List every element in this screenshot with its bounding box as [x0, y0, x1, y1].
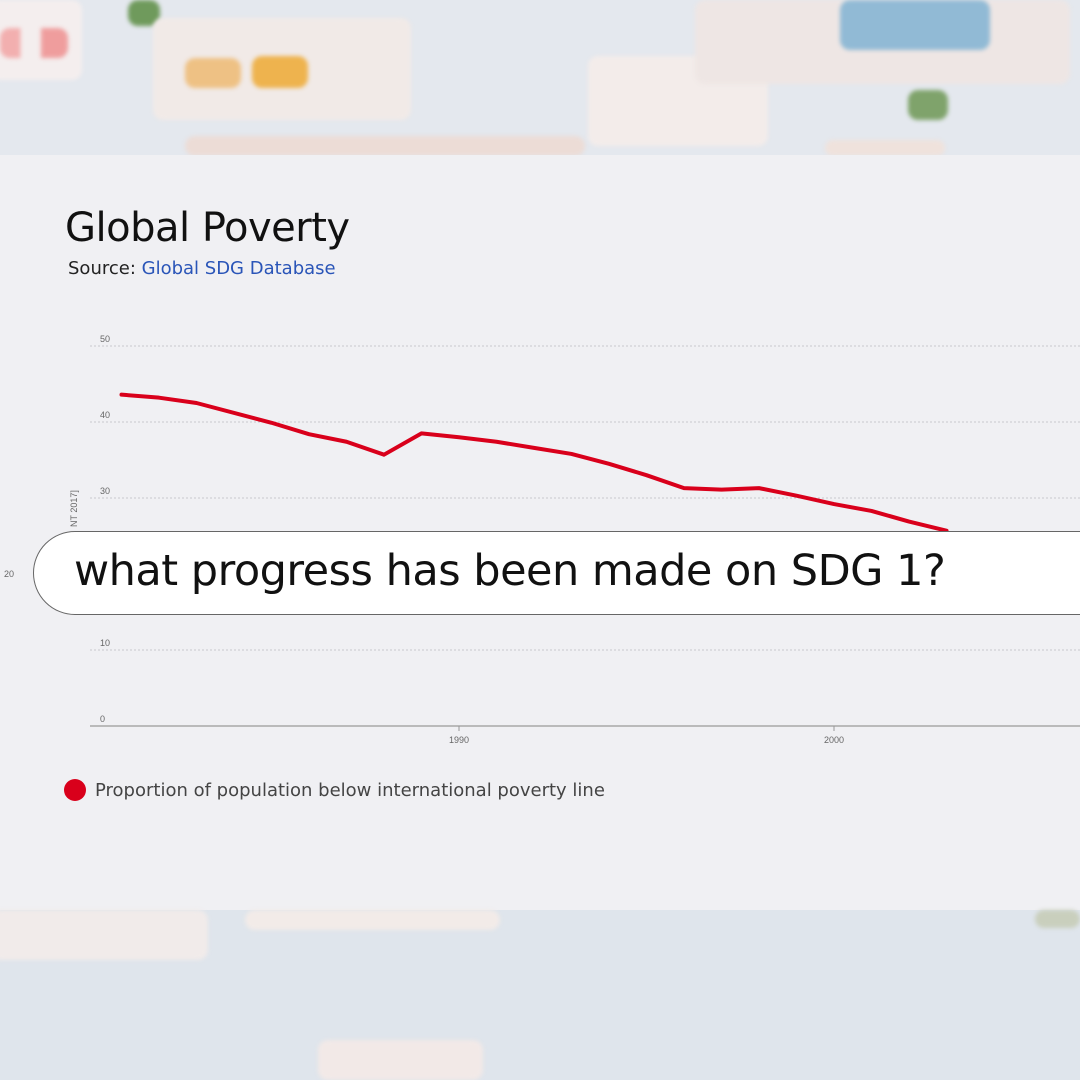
- background-card: [185, 58, 241, 88]
- y-tick-label: 0: [100, 714, 105, 724]
- y-tick-label: 10: [100, 638, 110, 648]
- y-tick-label: 50: [100, 334, 110, 344]
- search-query: what progress has been made on SDG 1?: [74, 546, 946, 596]
- background-card: [825, 140, 945, 156]
- y-tick-overlay: 20: [4, 569, 14, 579]
- background-card: [0, 28, 68, 58]
- background-strip: [0, 910, 1080, 1080]
- y-tick-label: 30: [100, 486, 110, 496]
- background-card: [908, 90, 948, 120]
- background-card: [252, 56, 308, 88]
- background-card: [0, 910, 208, 960]
- source-link[interactable]: Global SDG Database: [141, 258, 336, 279]
- source-label: Source:: [68, 258, 136, 279]
- y-axis-label: NT 2017]: [69, 490, 79, 527]
- chart-legend: Proportion of population below internati…: [64, 779, 605, 801]
- series-line: [119, 392, 949, 533]
- x-tick-label: 1990: [449, 735, 469, 745]
- y-tick-label: 20: [4, 569, 14, 579]
- background-card: [1035, 910, 1080, 928]
- y-tick-label: 40: [100, 410, 110, 420]
- x-tick-label: 2000: [824, 735, 844, 745]
- chart-source: Source: Global SDG Database: [68, 258, 336, 279]
- legend-marker: [64, 779, 86, 801]
- background-card: [185, 136, 585, 156]
- background-card: [840, 0, 990, 50]
- chart-title: Global Poverty: [65, 205, 350, 251]
- background-card: [318, 1040, 483, 1080]
- search-bar[interactable]: what progress has been made on SDG 1?: [33, 531, 1080, 615]
- legend-label: Proportion of population below internati…: [95, 779, 605, 801]
- background-card: [245, 910, 500, 930]
